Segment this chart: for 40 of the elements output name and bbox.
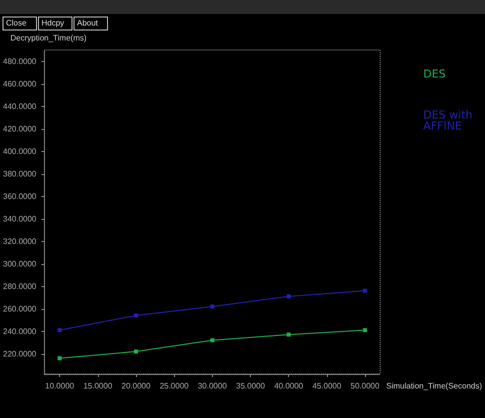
y-tick-label: 320.0000 [2, 236, 37, 246]
text: Close [6, 18, 28, 28]
point [286, 294, 291, 298]
point [58, 356, 62, 360]
y-tick-label: 220.0000 [2, 349, 37, 358]
y-tick-label: 480.0000 [2, 56, 37, 66]
x-tick-label: 25.0000 [160, 382, 190, 390]
x-tick-label: 40.0000 [274, 382, 304, 390]
text: DES [423, 68, 446, 80]
y-tick-label: 280.0000 [2, 282, 37, 291]
x-tick-label: 30.0000 [198, 382, 228, 390]
text: Hdcpy [42, 18, 64, 28]
y-tick-label: 260.0000 [2, 304, 37, 314]
text: About [77, 18, 99, 28]
y-tick-label: 440.0000 [2, 102, 37, 111]
x-tick-label: 35.0000 [236, 382, 266, 390]
y-tick-label: 420.0000 [2, 124, 37, 134]
x-tick-label: 15.0000 [83, 382, 113, 390]
point [286, 332, 291, 337]
x-tick-label: 10.0000 [45, 382, 75, 390]
x-tick-label: 50.0000 [350, 382, 380, 390]
point [210, 338, 214, 342]
point [362, 288, 367, 293]
x-tick-label: 45.0000 [312, 382, 342, 390]
y-tick-label: 360.0000 [2, 192, 37, 201]
y-axis-title: Decryption_Time(ms) [10, 34, 87, 42]
point [210, 304, 214, 308]
y-tick-label: 300.0000 [2, 259, 37, 268]
y-tick-label: 380.0000 [2, 169, 37, 178]
point [134, 350, 138, 354]
point [58, 328, 62, 332]
text: DES with AFFINE [423, 108, 476, 132]
y-tick-label: 400.0000 [2, 146, 37, 156]
point [134, 314, 138, 318]
point [362, 328, 367, 332]
y-tick-label: 460.0000 [2, 79, 37, 88]
y-tick-label: 340.0000 [2, 214, 37, 224]
y-tick-label: 240.0000 [2, 326, 37, 336]
x-tick-label: 20.0000 [122, 382, 151, 390]
x-axis-title: Simulation_Time(Seconds) [386, 382, 482, 390]
